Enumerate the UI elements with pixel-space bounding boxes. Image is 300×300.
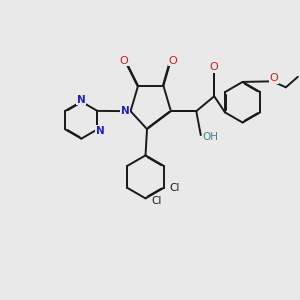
Text: O: O (269, 73, 278, 83)
Text: O: O (169, 56, 177, 66)
Text: N: N (77, 94, 86, 104)
Text: O: O (210, 62, 219, 72)
Text: OH: OH (202, 132, 218, 142)
Text: O: O (120, 56, 128, 66)
Text: Cl: Cl (152, 196, 162, 206)
Text: Cl: Cl (169, 183, 180, 193)
Text: N: N (121, 106, 130, 116)
Text: N: N (96, 126, 105, 136)
